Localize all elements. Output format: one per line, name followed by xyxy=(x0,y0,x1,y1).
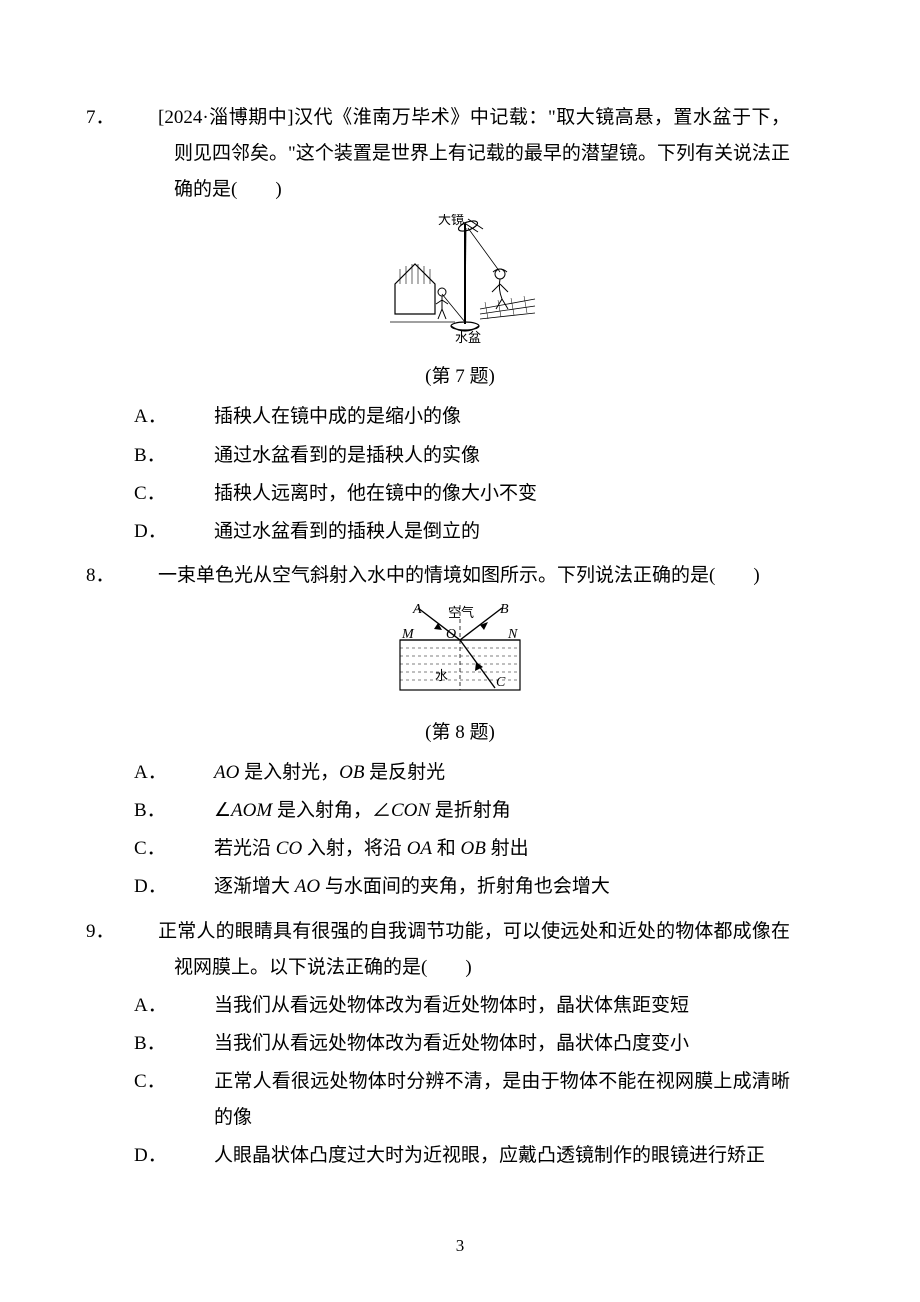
figure-8-caption: (第 8 题) xyxy=(130,715,790,751)
option-7B: B．通过水盆看到的是插秧人的实像 xyxy=(174,438,790,474)
question-text: 正常人的眼睛具有很强的自我调节功能，可以使远处和近处的物体都成像在视网膜上。以下… xyxy=(158,921,790,978)
figure-7: 大镜 水盆 (第 7 题) xyxy=(130,214,790,395)
question-number: 8． xyxy=(130,558,158,594)
options-7: A．插秧人在镜中成的是缩小的像 B．通过水盆看到的是插秧人的实像 C．插秧人远离… xyxy=(130,399,790,549)
question-stem: 7．[2024·淄博期中]汉代《淮南万毕术》中记载："取大镜高悬，置水盆于下，则… xyxy=(130,100,790,208)
fig8-label-N: N xyxy=(507,627,518,642)
option-9D: D．人眼晶状体凸度过大时为近视眼，应戴凸透镜制作的眼镜进行矫正 xyxy=(174,1138,790,1174)
option-text: ∠AOM 是入射角，∠CON 是折射角 xyxy=(214,800,511,821)
question-stem: 8．一束单色光从空气斜射入水中的情境如图所示。下列说法正确的是( ) xyxy=(130,558,790,594)
option-label: C． xyxy=(174,1064,214,1100)
option-text: 若光沿 CO 入射，将沿 OA 和 OB 射出 xyxy=(214,838,529,859)
option-8A: A．AO 是入射光，OB 是反射光 xyxy=(174,755,790,791)
option-8D: D．逐渐增大 AO 与水面间的夹角，折射角也会增大 xyxy=(174,869,790,905)
fig8-label-A: A xyxy=(412,602,422,617)
option-7A: A．插秧人在镜中成的是缩小的像 xyxy=(174,399,790,435)
question-number: 9． xyxy=(130,914,158,950)
question-tag: [2024·淄博期中] xyxy=(158,107,294,128)
question-8: 8．一束单色光从空气斜射入水中的情境如图所示。下列说法正确的是( ) xyxy=(130,558,790,906)
fig8-label-water: 水 xyxy=(435,668,448,683)
fig8-label-B: B xyxy=(500,602,509,617)
fig8-label-O: O xyxy=(446,627,456,642)
option-9A: A．当我们从看远处物体改为看近处物体时，晶状体焦距变短 xyxy=(174,988,790,1024)
options-9: A．当我们从看远处物体改为看近处物体时，晶状体焦距变短 B．当我们从看远处物体改… xyxy=(130,988,790,1174)
fig8-label-air: 空气 xyxy=(448,605,474,620)
fig8-label-C: C xyxy=(496,675,506,690)
figure-7-image: 大镜 水盆 xyxy=(380,214,540,344)
figure-7-caption: (第 7 题) xyxy=(130,359,790,395)
option-7D: D．通过水盆看到的插秧人是倒立的 xyxy=(174,514,790,550)
option-8B: B．∠AOM 是入射角，∠CON 是折射角 xyxy=(174,793,790,829)
option-text: 通过水盆看到的是插秧人的实像 xyxy=(214,445,480,466)
question-9: 9．正常人的眼睛具有很强的自我调节功能，可以使远处和近处的物体都成像在视网膜上。… xyxy=(130,914,790,1175)
option-label: C． xyxy=(174,831,214,867)
option-text: 插秧人远离时，他在镜中的像大小不变 xyxy=(214,483,537,504)
option-text: 当我们从看远处物体改为看近处物体时，晶状体焦距变短 xyxy=(214,995,689,1016)
figure-8: A B M O N C 空气 水 (第 8 题) xyxy=(130,600,790,751)
option-text: AO 是入射光，OB 是反射光 xyxy=(214,762,445,783)
option-text: 正常人看很远处物体时分辨不清，是由于物体不能在视网膜上成清晰的像 xyxy=(214,1071,790,1128)
question-stem: 9．正常人的眼睛具有很强的自我调节功能，可以使远处和近处的物体都成像在视网膜上。… xyxy=(130,914,790,986)
option-label: D． xyxy=(174,869,214,905)
fig8-label-M: M xyxy=(401,627,415,642)
option-text: 通过水盆看到的插秧人是倒立的 xyxy=(214,521,480,542)
option-9C: C．正常人看很远处物体时分辨不清，是由于物体不能在视网膜上成清晰的像 xyxy=(174,1064,790,1136)
option-label: A． xyxy=(174,399,214,435)
question-7: 7．[2024·淄博期中]汉代《淮南万毕术》中记载："取大镜高悬，置水盆于下，则… xyxy=(130,100,790,550)
option-8C: C．若光沿 CO 入射，将沿 OA 和 OB 射出 xyxy=(174,831,790,867)
question-text: 一束单色光从空气斜射入水中的情境如图所示。下列说法正确的是( ) xyxy=(158,565,760,586)
option-7C: C．插秧人远离时，他在镜中的像大小不变 xyxy=(174,476,790,512)
option-text: 插秧人在镜中成的是缩小的像 xyxy=(214,406,461,427)
page-number: 3 xyxy=(0,1230,920,1262)
option-text: 当我们从看远处物体改为看近处物体时，晶状体凸度变小 xyxy=(214,1033,689,1054)
option-text: 逐渐增大 AO 与水面间的夹角，折射角也会增大 xyxy=(214,876,610,897)
fig7-label-top: 大镜 xyxy=(438,214,464,227)
options-8: A．AO 是入射光，OB 是反射光 B．∠AOM 是入射角，∠CON 是折射角 … xyxy=(130,755,790,905)
option-text: 人眼晶状体凸度过大时为近视眼，应戴凸透镜制作的眼镜进行矫正 xyxy=(214,1145,765,1166)
option-label: B． xyxy=(174,793,214,829)
option-9B: B．当我们从看远处物体改为看近处物体时，晶状体凸度变小 xyxy=(174,1026,790,1062)
option-label: C． xyxy=(174,476,214,512)
option-label: D． xyxy=(174,514,214,550)
option-label: B． xyxy=(174,438,214,474)
option-label: A． xyxy=(174,755,214,791)
option-label: B． xyxy=(174,1026,214,1062)
figure-8-image: A B M O N C 空气 水 xyxy=(380,600,540,700)
option-label: A． xyxy=(174,988,214,1024)
question-number: 7． xyxy=(130,100,158,136)
fig7-label-bottom: 水盆 xyxy=(455,330,481,344)
option-label: D． xyxy=(174,1138,214,1174)
